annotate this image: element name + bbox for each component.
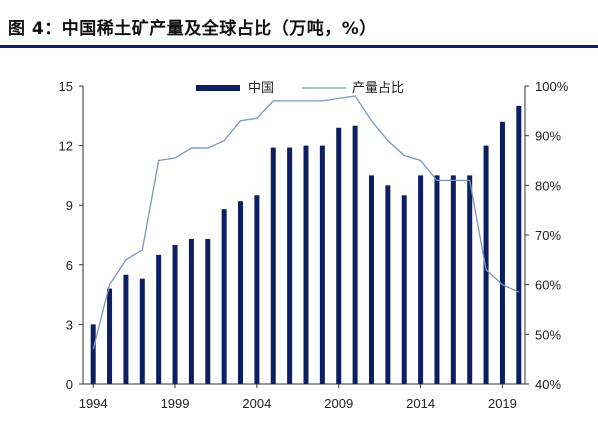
bar: [450, 175, 456, 384]
bar: [368, 175, 374, 384]
bar: [238, 201, 244, 384]
y-left-tick-label: 15: [59, 79, 73, 94]
bar: [418, 175, 424, 384]
bar: [205, 238, 211, 384]
bar: [221, 209, 227, 384]
bar: [336, 127, 342, 384]
y-right-tick-label: 100%: [535, 79, 569, 94]
bar: [90, 324, 96, 384]
chart-legend: 中国 产量占比: [196, 81, 404, 96]
y-right-tick-label: 60%: [535, 278, 561, 293]
x-tick-label: 2014: [406, 396, 435, 411]
figure-title: 图 4：中国稀土矿产量及全球占比（万吨，%）: [8, 19, 377, 39]
legend-line-label: 产量占比: [352, 81, 404, 96]
production-chart: 0 3 6 9 12 15 40% 50% 60% 70% 80% 90% 100% 1994 1999 20…: [59, 79, 569, 411]
y-left-tick-label: 0: [66, 377, 73, 392]
legend-bar-label: 中国: [248, 81, 274, 96]
y-left-tick-label: 9: [66, 198, 73, 213]
x-tick-label: 2009: [324, 396, 353, 411]
y-right-tick-label: 80%: [535, 178, 561, 193]
y-left-tick-label: 3: [66, 317, 73, 332]
bar: [434, 175, 440, 384]
x-tick-label: 1994: [79, 396, 108, 411]
share-line: [92, 95, 520, 350]
line-series: [92, 95, 520, 350]
bar: [139, 278, 145, 384]
bar: [287, 147, 293, 384]
bar: [516, 105, 522, 384]
y-right-tick-label: 70%: [535, 228, 561, 243]
bar: [483, 145, 489, 384]
bar: [123, 274, 129, 384]
x-tick-label: 2004: [242, 396, 271, 411]
y-right-tick-label: 90%: [535, 129, 561, 144]
legend-bar-swatch: [196, 85, 240, 91]
bar: [352, 125, 358, 384]
x-tick-label: 2019: [488, 396, 517, 411]
y-left-tick-label: 6: [66, 258, 73, 273]
title-rule: [0, 45, 598, 48]
bar: [107, 288, 113, 384]
bar: [499, 121, 505, 384]
bar: [319, 145, 325, 384]
y-left-tick-label: 12: [59, 139, 73, 154]
bar: [385, 185, 391, 384]
chart-axes: 0 3 6 9 12 15 40% 50% 60% 70% 80% 90% 100% 1994 1999 20…: [59, 79, 569, 411]
figure-header: 图 4：中国稀土矿产量及全球占比（万吨，%）: [0, 0, 598, 50]
y-right-tick-label: 50%: [535, 327, 561, 342]
y-right-tick-label: 40%: [535, 377, 561, 392]
bar-series: [90, 105, 522, 384]
bar: [188, 238, 194, 384]
bar: [401, 195, 407, 384]
bar: [254, 195, 260, 384]
bar: [172, 244, 178, 384]
bar: [270, 147, 276, 384]
bar: [303, 145, 309, 384]
bar: [156, 254, 162, 384]
x-tick-label: 1999: [161, 396, 190, 411]
bar: [467, 175, 473, 384]
